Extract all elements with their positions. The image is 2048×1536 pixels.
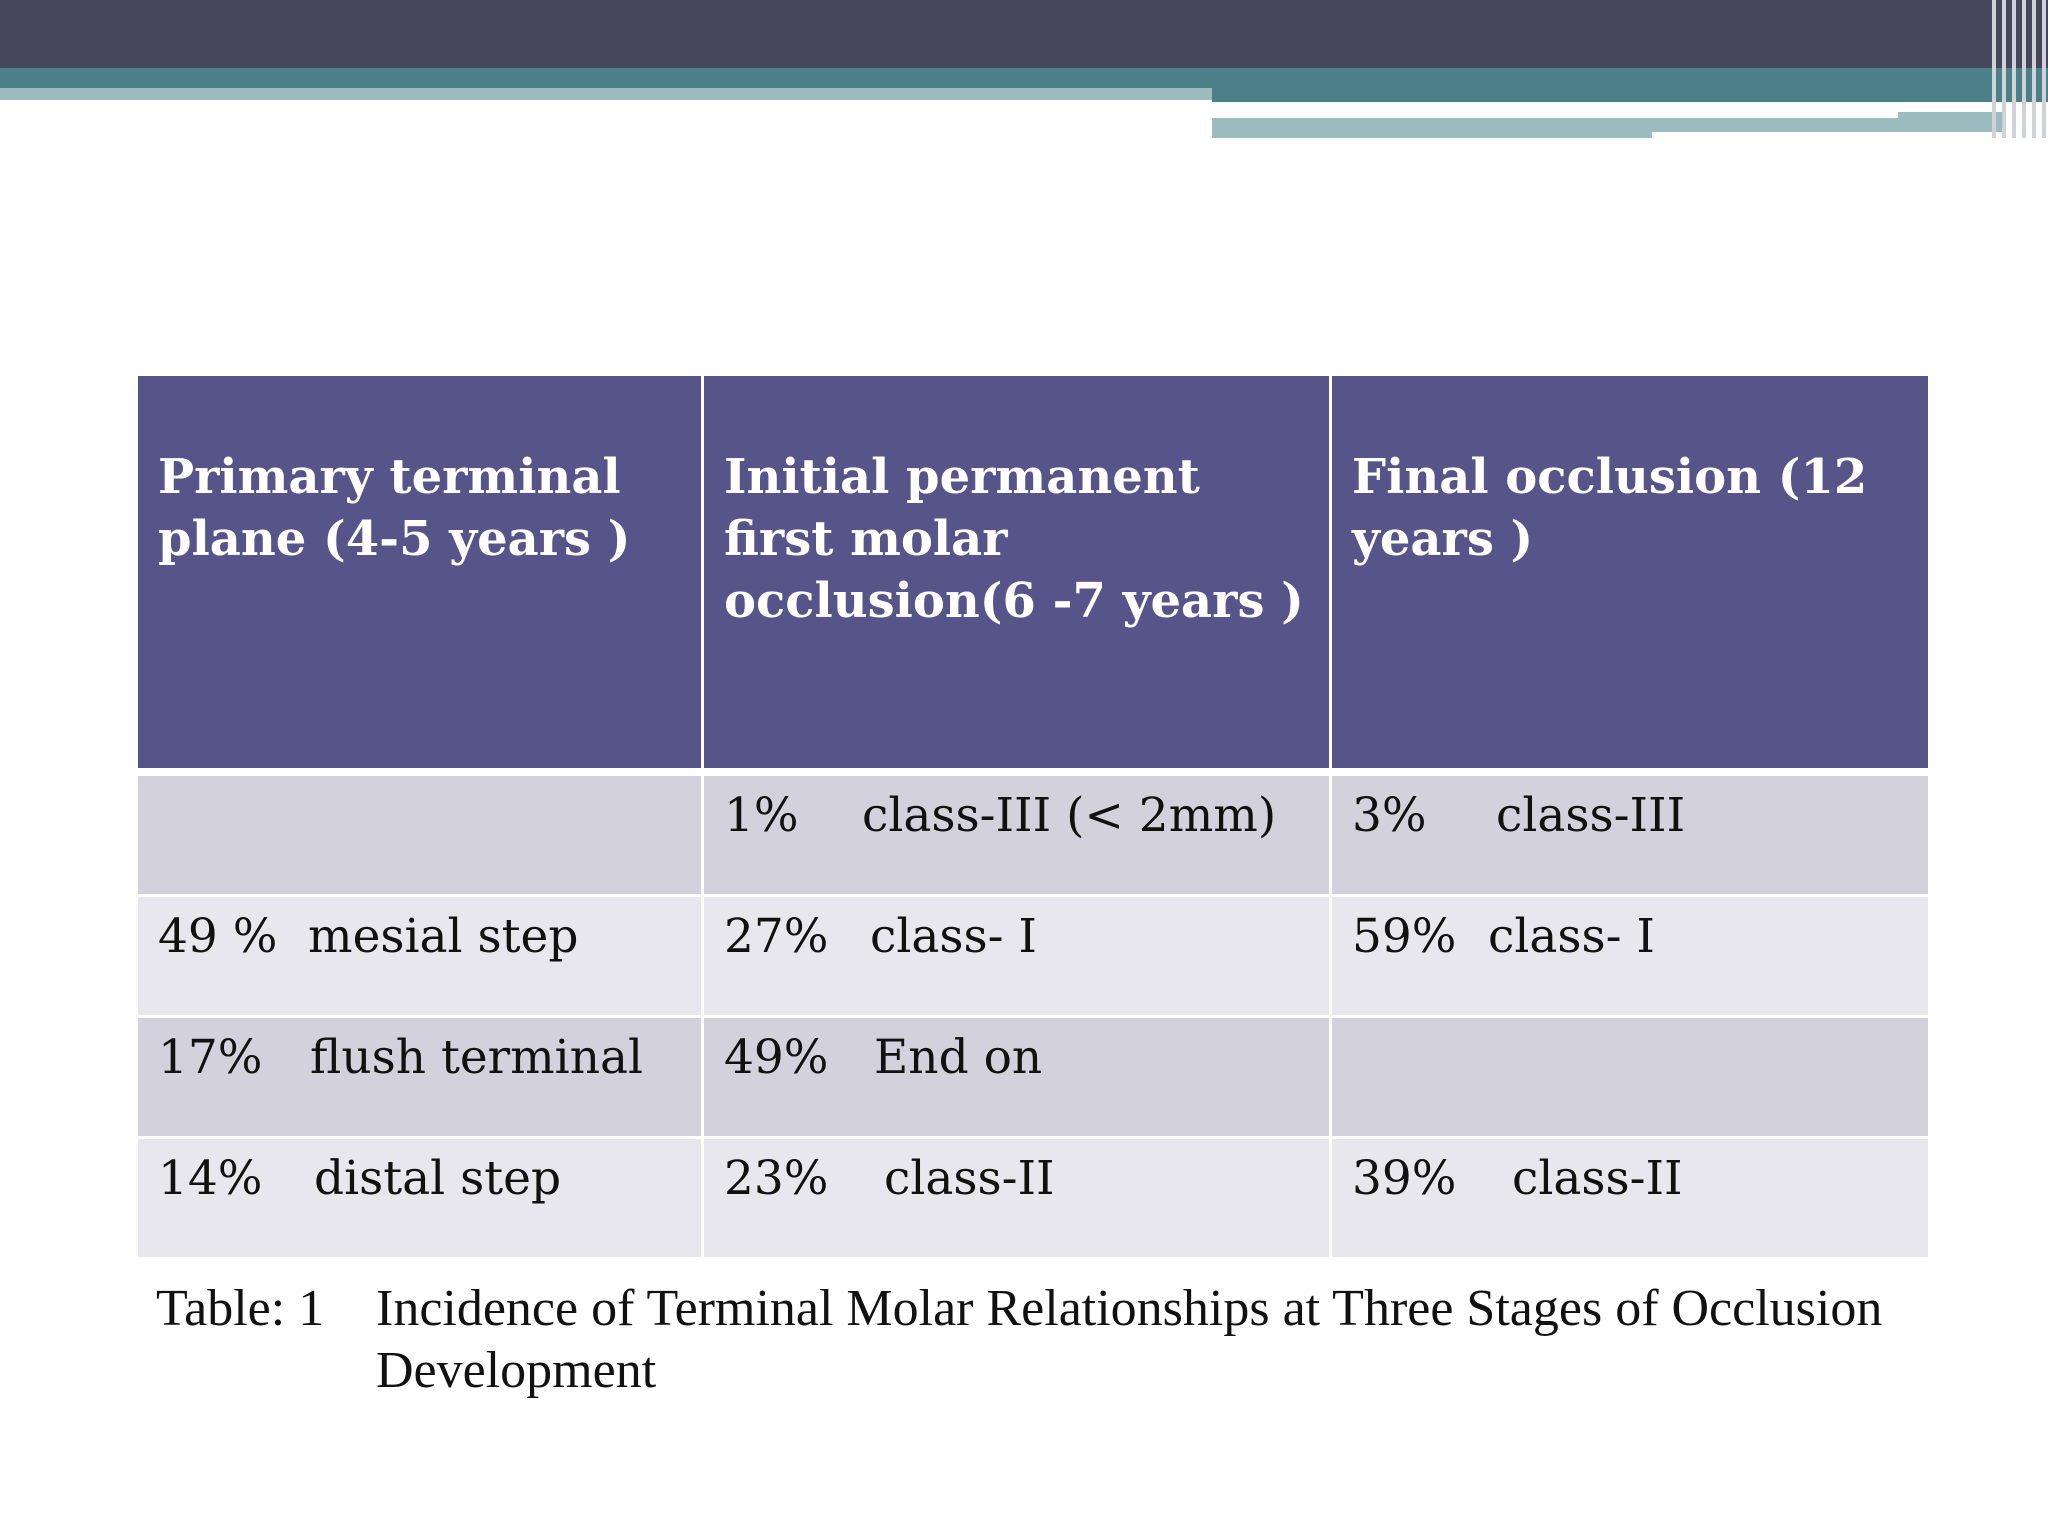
- table-caption: Table: 1 Incidence of Terminal Molar Rel…: [156, 1278, 1956, 1402]
- table-row: 17% flush terminal 49% End on: [138, 1018, 1928, 1139]
- corner-stripes: [1988, 0, 2048, 138]
- top-banner-line: [1212, 112, 1898, 118]
- table-row: 49 % mesial step 27% class- I 59% class- I: [138, 897, 1928, 1018]
- top-banner-light-left: [0, 88, 1212, 100]
- table-cell: 17% flush terminal: [138, 1018, 704, 1139]
- header-final-occlusion: Final occlusion (12 years ): [1332, 376, 1928, 776]
- table-cell: 3% class-III: [1332, 776, 1928, 897]
- table-cell: 27% class- I: [704, 897, 1332, 1018]
- top-banner-teal-right: [1212, 88, 2048, 102]
- table-cell: 23% class-II: [704, 1139, 1332, 1260]
- caption-label: Table: 1: [156, 1280, 325, 1337]
- table-row: 14% distal step 23% class-II 39% class-II: [138, 1139, 1928, 1260]
- table-cell: [1332, 1018, 1928, 1139]
- table-cell: [138, 776, 704, 897]
- table-cell: 49 % mesial step: [138, 897, 704, 1018]
- table-header-row: Primary terminal plane (4-5 years ) Init…: [138, 376, 1928, 776]
- header-primary-terminal-plane: Primary terminal plane (4-5 years ): [138, 376, 704, 776]
- table-cell: 49% End on: [704, 1018, 1332, 1139]
- table-cell: 1% class-III (< 2mm): [704, 776, 1332, 897]
- caption-text: Incidence of Terminal Molar Relationship…: [376, 1280, 1883, 1399]
- table-cell: 14% distal step: [138, 1139, 704, 1260]
- table-cell: 39% class-II: [1332, 1139, 1928, 1260]
- top-banner-dark: [0, 0, 2048, 68]
- header-initial-permanent-occlusion: Initial permanent first molar occlusion(…: [704, 376, 1332, 776]
- top-banner-line-2: [1652, 132, 2012, 138]
- table-cell: 59% class- I: [1332, 897, 1928, 1018]
- top-banner-teal: [0, 68, 2048, 88]
- table-row: 1% class-III (< 2mm) 3% class-III: [138, 776, 1928, 897]
- occlusion-table: Primary terminal plane (4-5 years ) Init…: [138, 376, 1928, 1260]
